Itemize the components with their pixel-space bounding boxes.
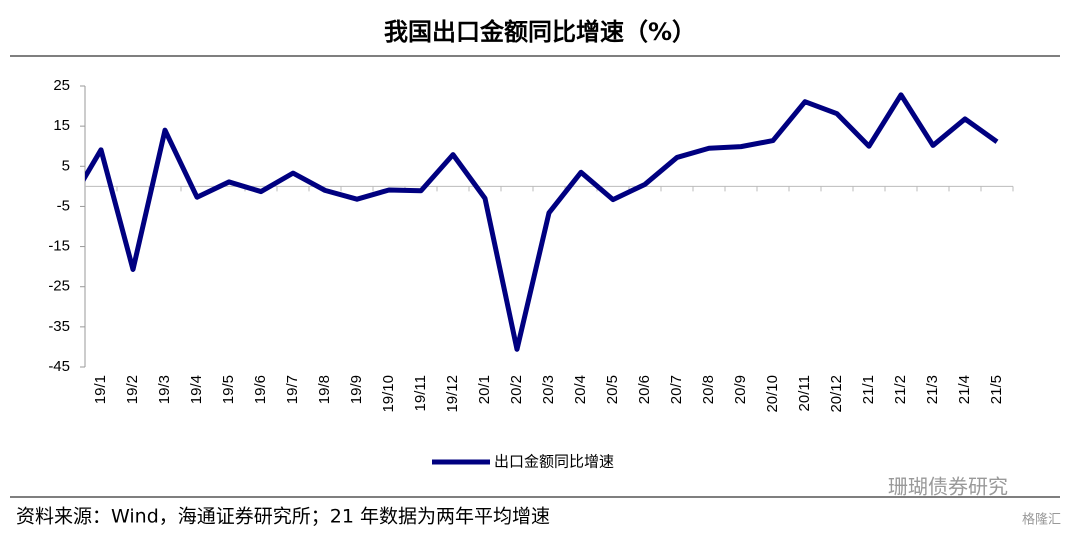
x-tick-label: 20/11 (796, 375, 813, 411)
y-tick-label: -25 (48, 278, 70, 295)
series-line (85, 92, 999, 352)
x-tick-label: 21/2 (892, 375, 909, 404)
x-tick-label: 20/12 (828, 375, 845, 413)
source-note: 资料来源：Wind，海通证券研究所；21 年数据为两年平均增速 (16, 506, 550, 528)
x-tick-label: 20/4 (572, 375, 589, 404)
x-tick-label: 20/5 (604, 375, 621, 404)
legend-label: 出口金额同比增速 (494, 453, 614, 471)
x-tick-label: 19/5 (220, 375, 237, 404)
y-tick-label: -45 (48, 358, 70, 375)
x-tick-label: 20/1 (476, 375, 493, 404)
x-tick-label: 19/2 (124, 375, 141, 404)
x-tick-label: 19/6 (252, 375, 269, 404)
x-tick-label: 19/8 (316, 375, 333, 404)
x-tick-label: 19/9 (348, 375, 365, 404)
y-tick-label: 15 (53, 117, 70, 134)
y-tick-label: -35 (48, 318, 70, 335)
x-tick-label: 20/3 (540, 375, 557, 404)
x-tick-label: 20/7 (668, 375, 685, 404)
x-tick-label: 21/4 (956, 375, 973, 404)
x-tick-label: 20/2 (508, 375, 525, 404)
y-tick-label: 25 (53, 77, 70, 94)
x-tick-label: 20/6 (636, 375, 653, 404)
x-tick-label: 19/3 (156, 375, 173, 404)
x-tick-label: 21/3 (924, 375, 941, 404)
x-tick-label: 19/1 (92, 375, 109, 404)
x-tick-label: 19/11 (412, 375, 429, 411)
logo: 格隆汇 (1022, 512, 1061, 528)
y-tick-label: -15 (48, 238, 70, 255)
x-tick-label: 19/7 (284, 375, 301, 404)
x-tick-label: 19/12 (444, 375, 461, 413)
y-tick-label: -5 (57, 197, 70, 214)
watermark: 珊瑚债券研究 (888, 475, 1008, 499)
x-tick-label: 20/8 (700, 375, 717, 404)
x-tick-label: 20/9 (732, 375, 749, 404)
chart-title: 我国出口金额同比增速（%） (384, 18, 696, 46)
x-tick-label: 19/10 (380, 375, 397, 413)
x-tick-label: 21/5 (988, 375, 1005, 404)
x-tick-label: 19/4 (188, 375, 205, 404)
x-tick-label: 20/10 (764, 375, 781, 413)
x-tick-label: 21/1 (860, 375, 877, 404)
y-tick-label: 5 (62, 157, 70, 174)
